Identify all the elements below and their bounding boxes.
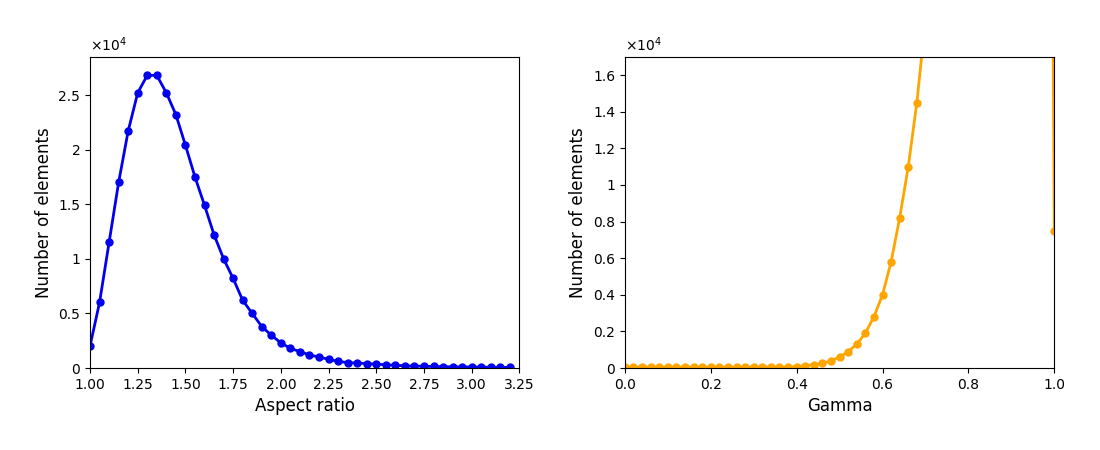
Text: $\times10^4$: $\times10^4$: [625, 35, 662, 54]
X-axis label: Aspect ratio: Aspect ratio: [255, 397, 354, 415]
X-axis label: Gamma: Gamma: [806, 397, 872, 415]
Y-axis label: Number of elements: Number of elements: [35, 127, 53, 298]
Text: $\times10^4$: $\times10^4$: [90, 35, 126, 54]
Y-axis label: Number of elements: Number of elements: [570, 127, 587, 298]
